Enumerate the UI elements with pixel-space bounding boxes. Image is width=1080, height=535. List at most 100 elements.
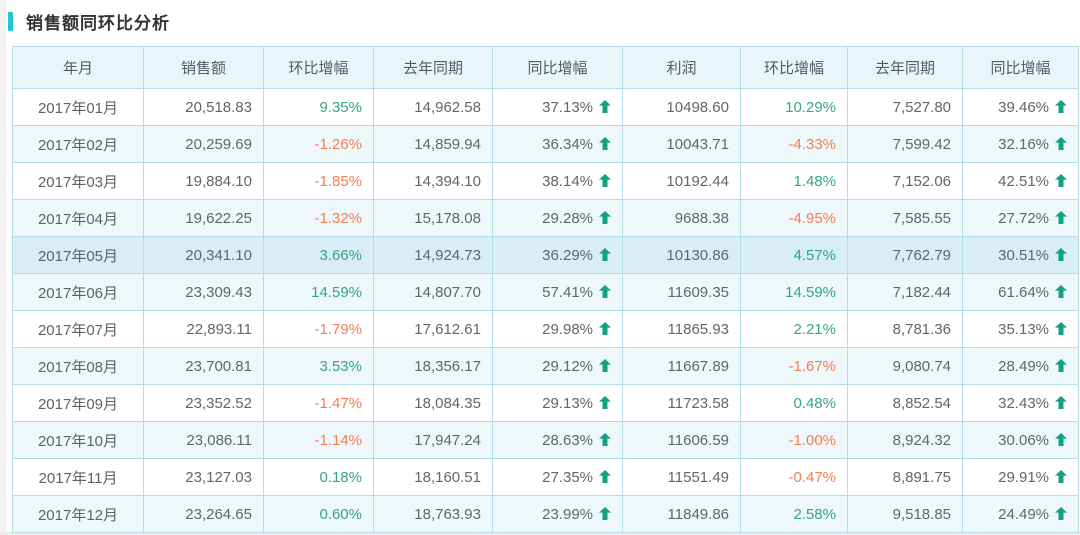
cell-profit-mom: 1.48%: [740, 162, 848, 200]
up-arrow-icon: [1055, 432, 1067, 446]
cell-profit-yoy: 35.13%: [962, 310, 1079, 348]
cell-profit-yoy: 39.46%: [962, 88, 1079, 126]
cell-month: 2017年08月: [12, 347, 144, 385]
table-row[interactable]: 2017年05月 20,341.10 3.66% 14,924.73 36.29% 101…: [12, 236, 1079, 274]
column-header-7: 去年同期: [847, 46, 963, 89]
cell-profit-yoy: 30.51%: [962, 236, 1079, 274]
cell-month: 2017年01月: [12, 88, 144, 126]
yoy-value: 38.14%: [542, 172, 593, 190]
cell-sales: 23,127.03: [143, 458, 264, 496]
cell-profit-yoy: 42.51%: [962, 162, 1079, 200]
cell-sales-last-year: 17,612.61: [373, 310, 493, 348]
cell-profit-mom: -1.00%: [740, 421, 848, 459]
cell-sales-mom: 9.35%: [263, 88, 374, 126]
table-row[interactable]: 2017年09月 23,352.52 -1.47% 18,084.35 29.13% 11…: [12, 384, 1079, 422]
table-row[interactable]: 2017年08月 23,700.81 3.53% 18,356.17 29.12% 116…: [12, 347, 1079, 385]
cell-sales: 23,264.65: [143, 495, 264, 533]
yoy-value: 57.41%: [542, 283, 593, 301]
cell-sales: 22,893.11: [143, 310, 264, 348]
cell-profit-yoy: 32.43%: [962, 384, 1079, 422]
sales-analysis-table: 年月 销售额 环比增幅 去年同期 同比增幅 利润 环比增幅 去年同期 同比增幅 2017年01月…: [12, 46, 1079, 533]
page-title: 销售额同环比分析: [26, 13, 170, 33]
cell-profit-mom: -0.47%: [740, 458, 848, 496]
yoy-value: 29.28%: [542, 209, 593, 227]
title-accent-bar: [8, 11, 13, 31]
cell-month: 2017年11月: [12, 458, 144, 496]
up-arrow-icon: [599, 99, 611, 113]
cell-profit: 10192.44: [622, 162, 741, 200]
table-row[interactable]: 2017年01月 20,518.83 9.35% 14,962.58 37.13% 104…: [12, 88, 1079, 126]
table-row[interactable]: 2017年11月 23,127.03 0.18% 18,160.51 27.35% 115…: [12, 458, 1079, 496]
table-row[interactable]: 2017年10月 23,086.11 -1.14% 17,947.24 28.63% 11…: [12, 421, 1079, 459]
up-arrow-icon: [599, 136, 611, 150]
column-header-8: 同比增幅: [962, 46, 1079, 89]
cell-sales: 19,884.10: [143, 162, 264, 200]
cell-sales-mom: 0.60%: [263, 495, 374, 533]
cell-profit-mom: 2.21%: [740, 310, 848, 348]
cell-sales-yoy: 29.13%: [492, 384, 623, 422]
cell-profit: 11667.89: [622, 347, 741, 385]
section-header: 销售额同环比分析: [8, 10, 170, 33]
table-row[interactable]: 2017年07月 22,893.11 -1.79% 17,612.61 29.98% 11…: [12, 310, 1079, 348]
cell-profit: 11865.93: [622, 310, 741, 348]
cell-sales-mom: -1.14%: [263, 421, 374, 459]
column-header-1: 销售额: [143, 46, 264, 89]
cell-profit-last-year: 8,924.32: [847, 421, 963, 459]
cell-sales-last-year: 14,924.73: [373, 236, 493, 274]
table-row[interactable]: 2017年04月 19,622.25 -1.32% 15,178.08 29.28% 96…: [12, 199, 1079, 237]
cell-profit-mom: -1.67%: [740, 347, 848, 385]
up-arrow-icon: [599, 321, 611, 335]
cell-sales-last-year: 14,394.10: [373, 162, 493, 200]
cell-month: 2017年04月: [12, 199, 144, 237]
cell-sales: 23,309.43: [143, 273, 264, 311]
table-row[interactable]: 2017年06月 23,309.43 14.59% 14,807.70 57.41% 11…: [12, 273, 1079, 311]
column-header-2: 环比增幅: [263, 46, 374, 89]
column-header-3: 去年同期: [373, 46, 493, 89]
cell-profit: 11551.49: [622, 458, 741, 496]
cell-sales: 19,622.25: [143, 199, 264, 237]
cell-profit-yoy: 28.49%: [962, 347, 1079, 385]
cell-month: 2017年03月: [12, 162, 144, 200]
up-arrow-icon: [1055, 210, 1067, 224]
cell-sales-last-year: 18,084.35: [373, 384, 493, 422]
up-arrow-icon: [1055, 469, 1067, 483]
up-arrow-icon: [599, 173, 611, 187]
cell-sales-yoy: 29.12%: [492, 347, 623, 385]
cell-sales: 23,086.11: [143, 421, 264, 459]
table-row[interactable]: 2017年12月 23,264.65 0.60% 18,763.93 23.99% 118…: [12, 495, 1079, 533]
cell-sales: 23,700.81: [143, 347, 264, 385]
column-header-5: 利润: [622, 46, 741, 89]
cell-profit-mom: 4.57%: [740, 236, 848, 274]
cell-profit: 10043.71: [622, 125, 741, 163]
table-row[interactable]: 2017年03月 19,884.10 -1.85% 14,394.10 38.14% 10…: [12, 162, 1079, 200]
yoy-value: 29.13%: [542, 394, 593, 412]
yoy-value: 29.12%: [542, 357, 593, 375]
cell-profit: 11723.58: [622, 384, 741, 422]
up-arrow-icon: [1055, 321, 1067, 335]
cell-sales-mom: -1.47%: [263, 384, 374, 422]
cell-sales-last-year: 14,807.70: [373, 273, 493, 311]
table-row[interactable]: 2017年02月 20,259.69 -1.26% 14,859.94 36.34% 10…: [12, 125, 1079, 163]
page-edge-left: [0, 0, 6, 535]
cell-profit-last-year: 8,891.75: [847, 458, 963, 496]
cell-profit-last-year: 7,527.80: [847, 88, 963, 126]
cell-profit: 11849.86: [622, 495, 741, 533]
yoy-value: 29.91%: [998, 468, 1049, 486]
cell-sales-mom: 14.59%: [263, 273, 374, 311]
cell-sales-yoy: 37.13%: [492, 88, 623, 126]
header-row: 年月 销售额 环比增幅 去年同期 同比增幅 利润 环比增幅 去年同期 同比增幅: [12, 46, 1079, 89]
yoy-value: 61.64%: [998, 283, 1049, 301]
yoy-value: 36.34%: [542, 135, 593, 153]
up-arrow-icon: [1055, 395, 1067, 409]
cell-sales-yoy: 36.34%: [492, 125, 623, 163]
cell-month: 2017年10月: [12, 421, 144, 459]
yoy-value: 32.43%: [998, 394, 1049, 412]
yoy-value: 42.51%: [998, 172, 1049, 190]
cell-profit-last-year: 9,518.85: [847, 495, 963, 533]
yoy-value: 36.29%: [542, 246, 593, 264]
cell-profit-yoy: 32.16%: [962, 125, 1079, 163]
up-arrow-icon: [599, 358, 611, 372]
cell-profit-last-year: 7,762.79: [847, 236, 963, 274]
page-edge-bottom: [0, 532, 1080, 535]
cell-profit-mom: 2.58%: [740, 495, 848, 533]
